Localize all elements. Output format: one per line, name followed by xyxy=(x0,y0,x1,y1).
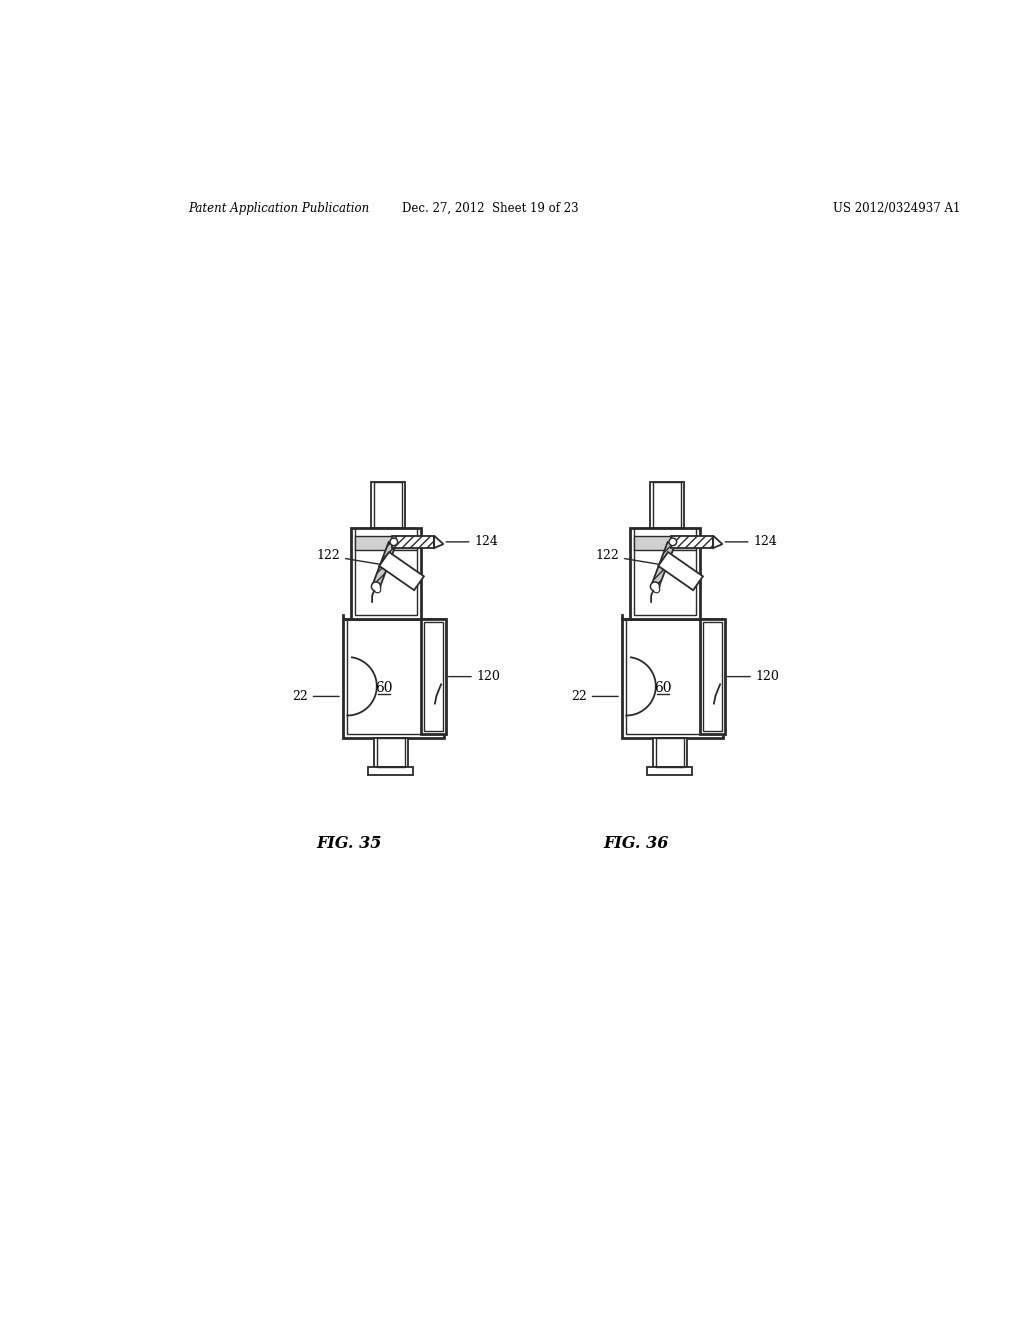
Text: 120: 120 xyxy=(727,671,779,684)
Polygon shape xyxy=(379,552,424,590)
Circle shape xyxy=(375,586,381,593)
Bar xyxy=(634,536,696,549)
Circle shape xyxy=(654,587,658,591)
Bar xyxy=(652,482,681,528)
Text: FIG. 36: FIG. 36 xyxy=(603,836,669,853)
Text: FIG. 35: FIG. 35 xyxy=(316,836,382,853)
Circle shape xyxy=(671,540,675,544)
Text: Dec. 27, 2012  Sheet 19 of 23: Dec. 27, 2012 Sheet 19 of 23 xyxy=(402,202,579,215)
Bar xyxy=(371,482,404,528)
Bar xyxy=(343,619,444,738)
Circle shape xyxy=(390,539,397,545)
Polygon shape xyxy=(434,536,443,548)
Bar xyxy=(703,622,722,731)
Text: 22: 22 xyxy=(571,690,618,704)
Circle shape xyxy=(372,582,381,591)
Text: 124: 124 xyxy=(446,536,499,548)
Bar xyxy=(623,619,723,738)
Bar xyxy=(700,619,725,734)
Text: 122: 122 xyxy=(316,549,381,565)
Text: 60: 60 xyxy=(654,681,672,696)
Text: 124: 124 xyxy=(725,536,777,548)
Bar xyxy=(355,528,417,615)
Bar xyxy=(647,767,692,775)
Text: 122: 122 xyxy=(595,549,660,565)
Circle shape xyxy=(373,583,379,590)
Text: 60: 60 xyxy=(375,681,392,696)
Polygon shape xyxy=(373,543,396,587)
Circle shape xyxy=(653,586,659,593)
Bar xyxy=(351,528,421,619)
Bar xyxy=(377,738,404,767)
Text: US 2012/0324937 A1: US 2012/0324937 A1 xyxy=(834,202,961,215)
Text: 120: 120 xyxy=(449,671,501,684)
Text: Patent Application Publication: Patent Application Publication xyxy=(188,202,370,215)
Bar xyxy=(421,619,445,734)
Text: 22: 22 xyxy=(292,690,339,704)
Circle shape xyxy=(376,587,380,591)
Bar xyxy=(655,738,684,767)
Bar xyxy=(355,536,417,549)
Bar xyxy=(627,619,719,734)
Bar xyxy=(374,482,401,528)
Bar xyxy=(369,767,414,775)
Polygon shape xyxy=(651,543,675,587)
Bar xyxy=(347,619,440,734)
Bar xyxy=(671,536,713,548)
Bar xyxy=(649,482,684,528)
Polygon shape xyxy=(713,536,722,548)
Circle shape xyxy=(669,539,677,545)
Circle shape xyxy=(391,540,396,544)
Bar xyxy=(424,622,442,731)
Bar xyxy=(374,738,408,767)
Polygon shape xyxy=(658,552,702,590)
Bar xyxy=(630,528,700,619)
Bar xyxy=(652,738,687,767)
Circle shape xyxy=(650,582,659,591)
Bar xyxy=(391,536,434,548)
Circle shape xyxy=(652,583,658,590)
Bar xyxy=(634,528,696,615)
